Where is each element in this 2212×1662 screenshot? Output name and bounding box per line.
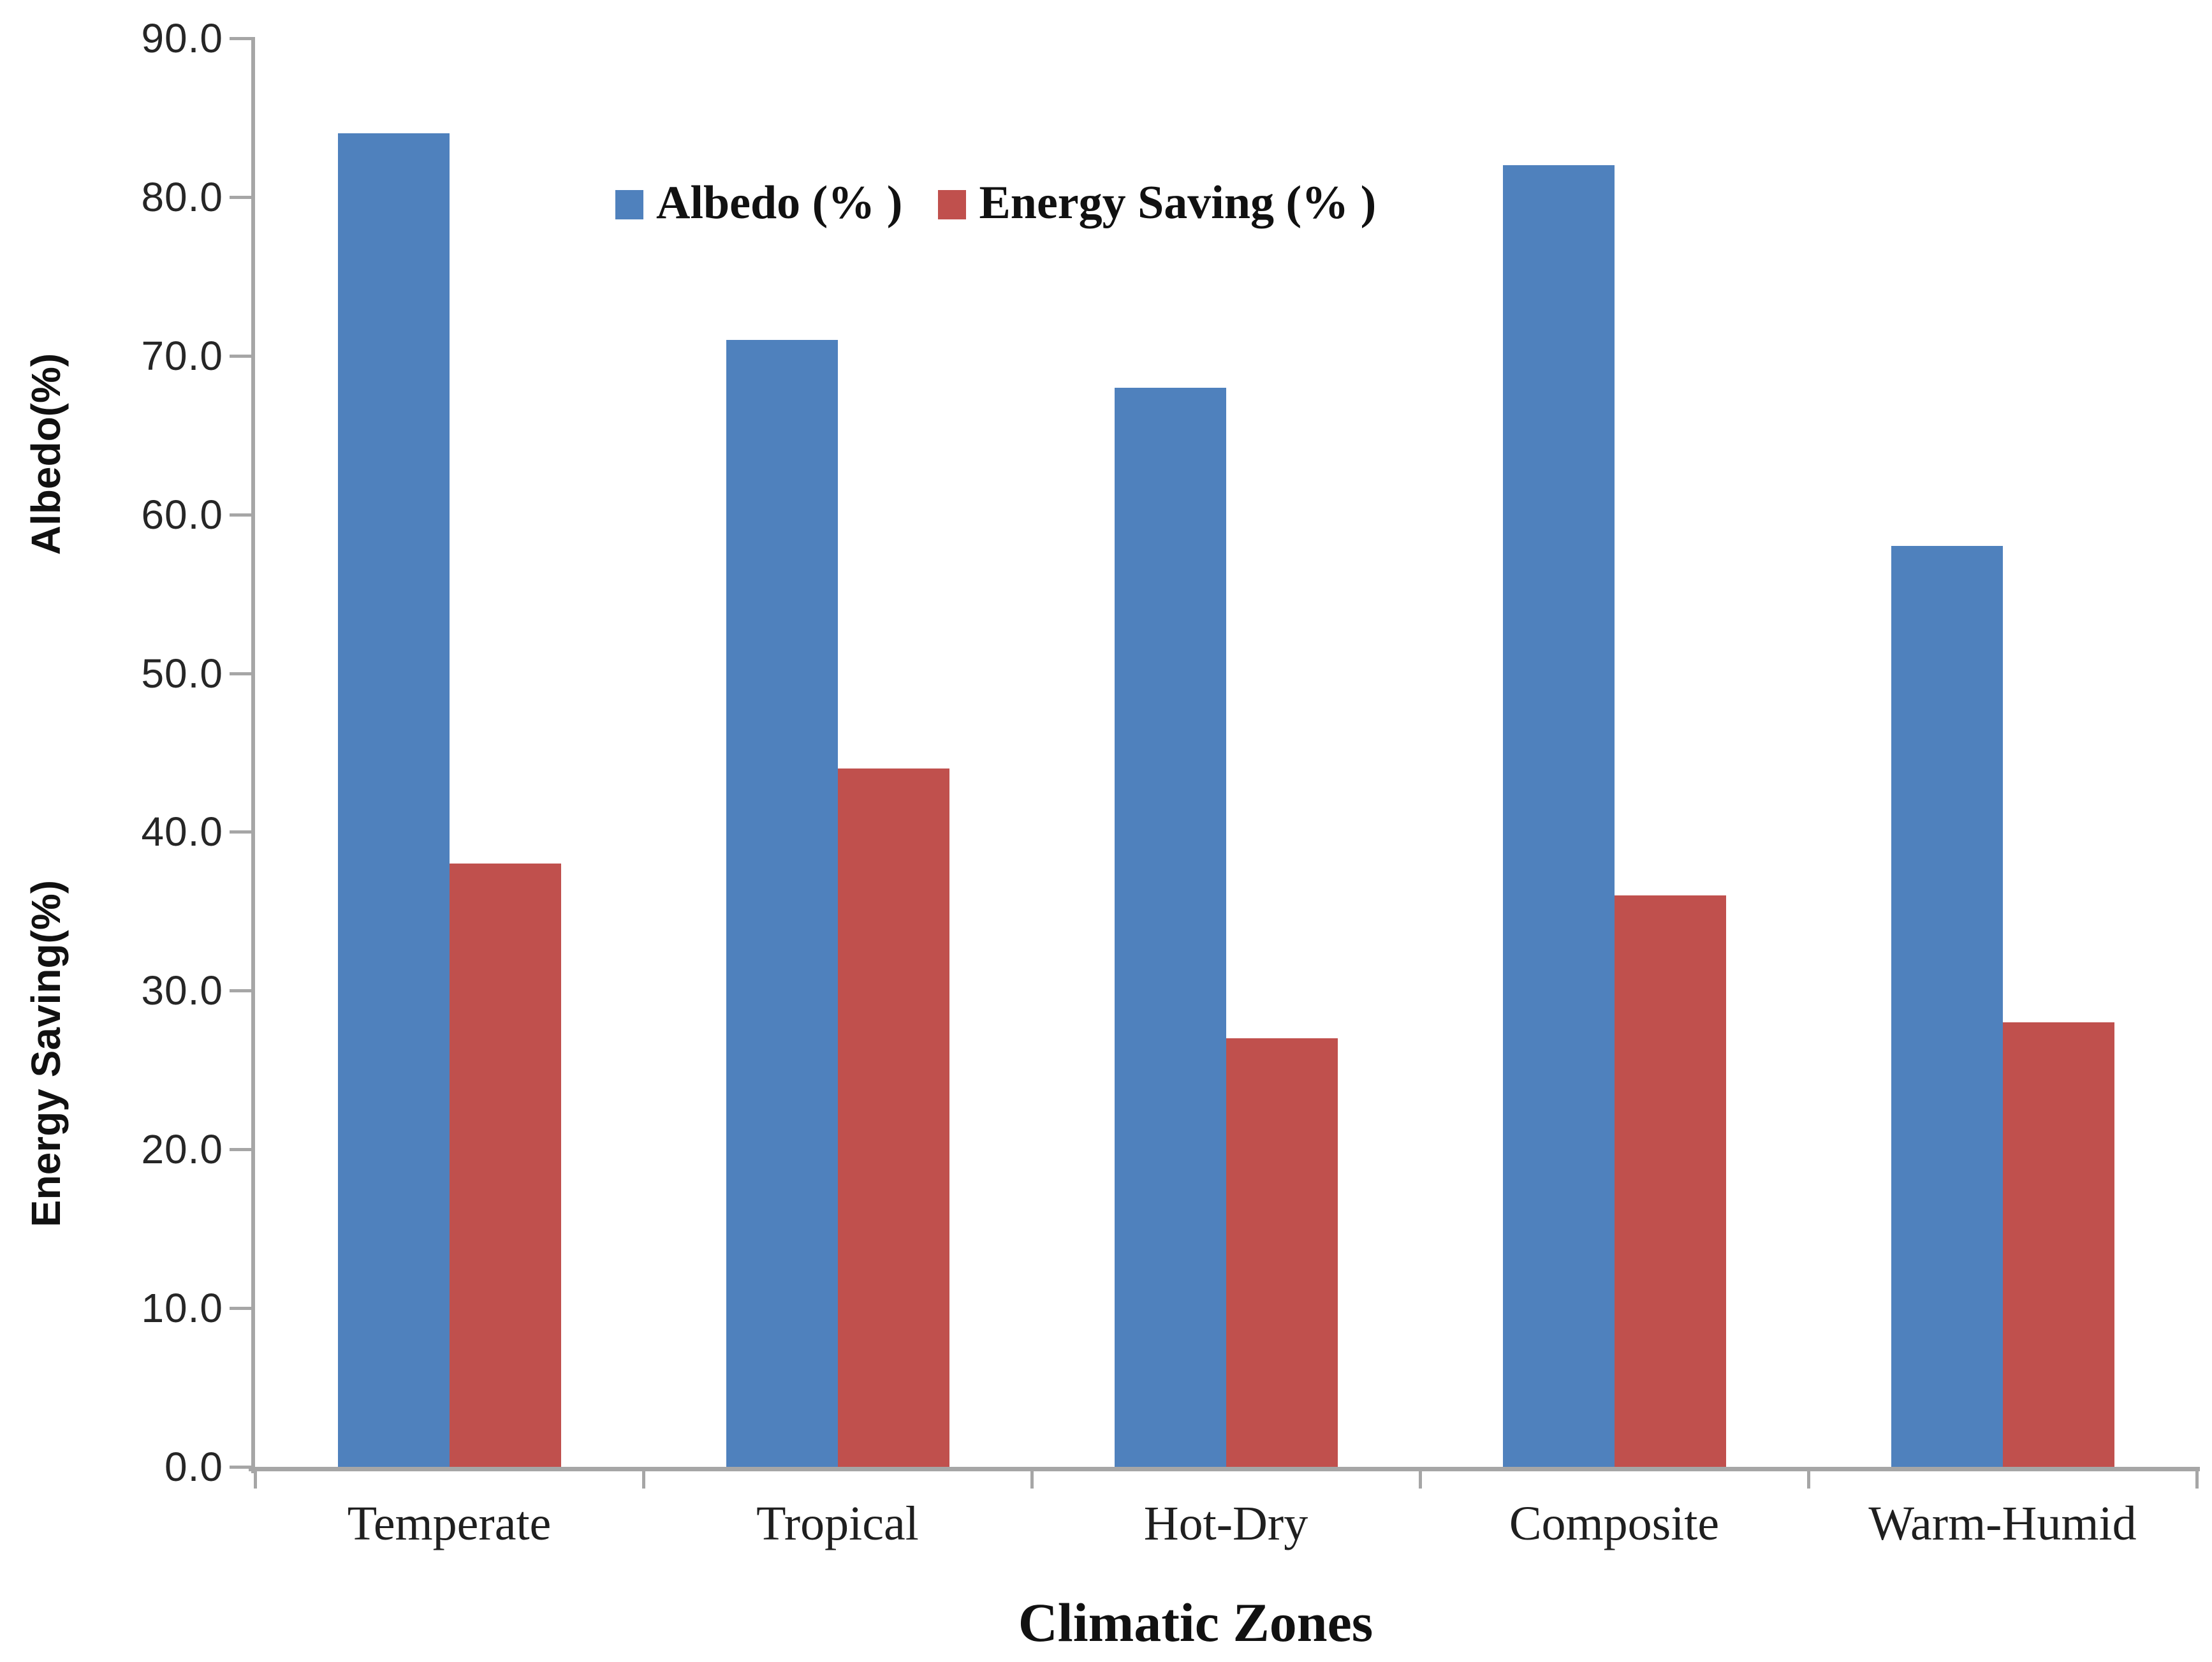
y-tick-mark [230, 37, 251, 40]
y-tick-mark [230, 513, 251, 517]
x-tick-mark [2195, 1467, 2199, 1489]
legend-label-albedo: Albedo (% ) [656, 177, 903, 229]
bar-albedo-tropical [726, 339, 838, 1467]
x-category-label: Warm-Humid [1868, 1497, 2137, 1550]
y-tick-label: 10.0 [141, 1285, 223, 1332]
x-category-label: Hot-Dry [1143, 1497, 1308, 1550]
legend-item-albedo: Albedo (% ) [615, 176, 902, 230]
x-category-label: Composite [1509, 1497, 1720, 1550]
bar-energy-saving-warm-humid [2002, 1022, 2114, 1467]
x-tick-mark [642, 1467, 645, 1489]
y-tick-label: 0.0 [165, 1444, 223, 1490]
bars-layer [255, 38, 2197, 1467]
y-tick-mark [230, 1148, 251, 1152]
bar-albedo-warm-humid [1891, 546, 2003, 1467]
bar-energy-saving-hot-dry [1226, 1038, 1338, 1467]
y-tick-label: 40.0 [141, 809, 223, 855]
x-category-label: Temperate [347, 1497, 552, 1550]
y-tick-mark [230, 830, 251, 834]
legend-marker-albedo-icon [615, 189, 643, 219]
y-tick-label: 90.0 [141, 15, 223, 61]
y-axis-title-albedo: Albedo(%) [23, 353, 69, 555]
y-tick-label: 20.0 [141, 1126, 223, 1173]
bar-energy-saving-temperate [449, 864, 561, 1467]
bar-albedo-hot-dry [1114, 387, 1226, 1467]
x-tick-mark [1419, 1467, 1422, 1489]
y-tick-mark [230, 672, 251, 675]
legend: Albedo (% ) Energy Saving (% ) [615, 176, 1376, 230]
y-tick-mark [230, 1307, 251, 1311]
bar-energy-saving-tropical [837, 768, 949, 1467]
y-tick-label: 50.0 [141, 650, 223, 696]
plot-area [230, 37, 2200, 1489]
legend-item-energy-saving: Energy Saving (% ) [938, 176, 1376, 230]
y-tick-label: 70.0 [141, 332, 223, 379]
bar-albedo-composite [1502, 165, 1615, 1467]
x-tick-mark [1807, 1467, 1810, 1489]
y-axis-line [251, 37, 255, 1473]
y-axis-title-energy-saving: Energy Saving(%) [23, 879, 69, 1228]
y-tick-mark [230, 1466, 251, 1469]
x-axis-title: Climatic Zones [1018, 1592, 1373, 1653]
y-tick-label: 30.0 [141, 967, 223, 1014]
y-tick-mark [230, 989, 251, 993]
y-tick-label: 60.0 [141, 491, 223, 538]
x-category-label: Tropical [756, 1497, 919, 1550]
y-tick-label: 80.0 [141, 173, 223, 220]
legend-marker-energy-saving-icon [938, 189, 967, 219]
y-tick-mark [230, 195, 251, 199]
axis-ticks-layer [230, 37, 2199, 1489]
x-tick-mark [1030, 1467, 1034, 1489]
bar-energy-saving-composite [1614, 895, 1726, 1467]
x-tick-mark [254, 1467, 257, 1489]
y-tick-mark [230, 354, 251, 358]
legend-label-energy-saving: Energy Saving (% ) [979, 177, 1377, 229]
bar-albedo-temperate [337, 133, 450, 1467]
x-axis-baseline [249, 1467, 2200, 1471]
